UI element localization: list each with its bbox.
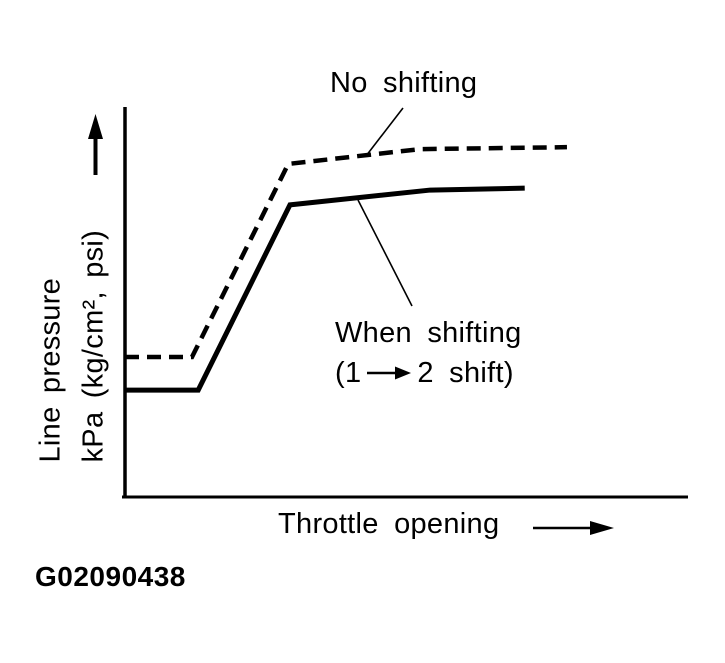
leader-line-no-shifting (365, 107, 404, 157)
x-axis-label: Throttle opening (278, 508, 500, 540)
series-no-shifting (125, 144, 567, 360)
y-axis-label: Line pressure kPa (kg/cm², psi) (30, 198, 116, 463)
y-axis-label-line1: Line pressure (34, 277, 67, 463)
leader-line-when-shifting (357, 199, 413, 307)
series-when-shifting (125, 185, 525, 393)
shift-range-end: 2 shift) (417, 357, 514, 389)
shift-range-start: (1 (335, 357, 362, 389)
figure-id: G02090438 (35, 561, 186, 592)
y-axis-label-line2: kPa (kg/cm², psi) (77, 229, 110, 463)
up-arrow-head-icon (88, 114, 103, 139)
annotation-when-shifting-line2: (1 2 shift) (335, 353, 522, 393)
right-arrow-head-icon-x (590, 521, 614, 535)
annotation-when-shifting-line1: When shifting (335, 317, 522, 349)
right-arrow-icon (367, 366, 412, 380)
annotation-no-shifting: No shifting (330, 67, 478, 99)
annotation-when-shifting: When shifting (1 2 shift) (335, 313, 522, 393)
